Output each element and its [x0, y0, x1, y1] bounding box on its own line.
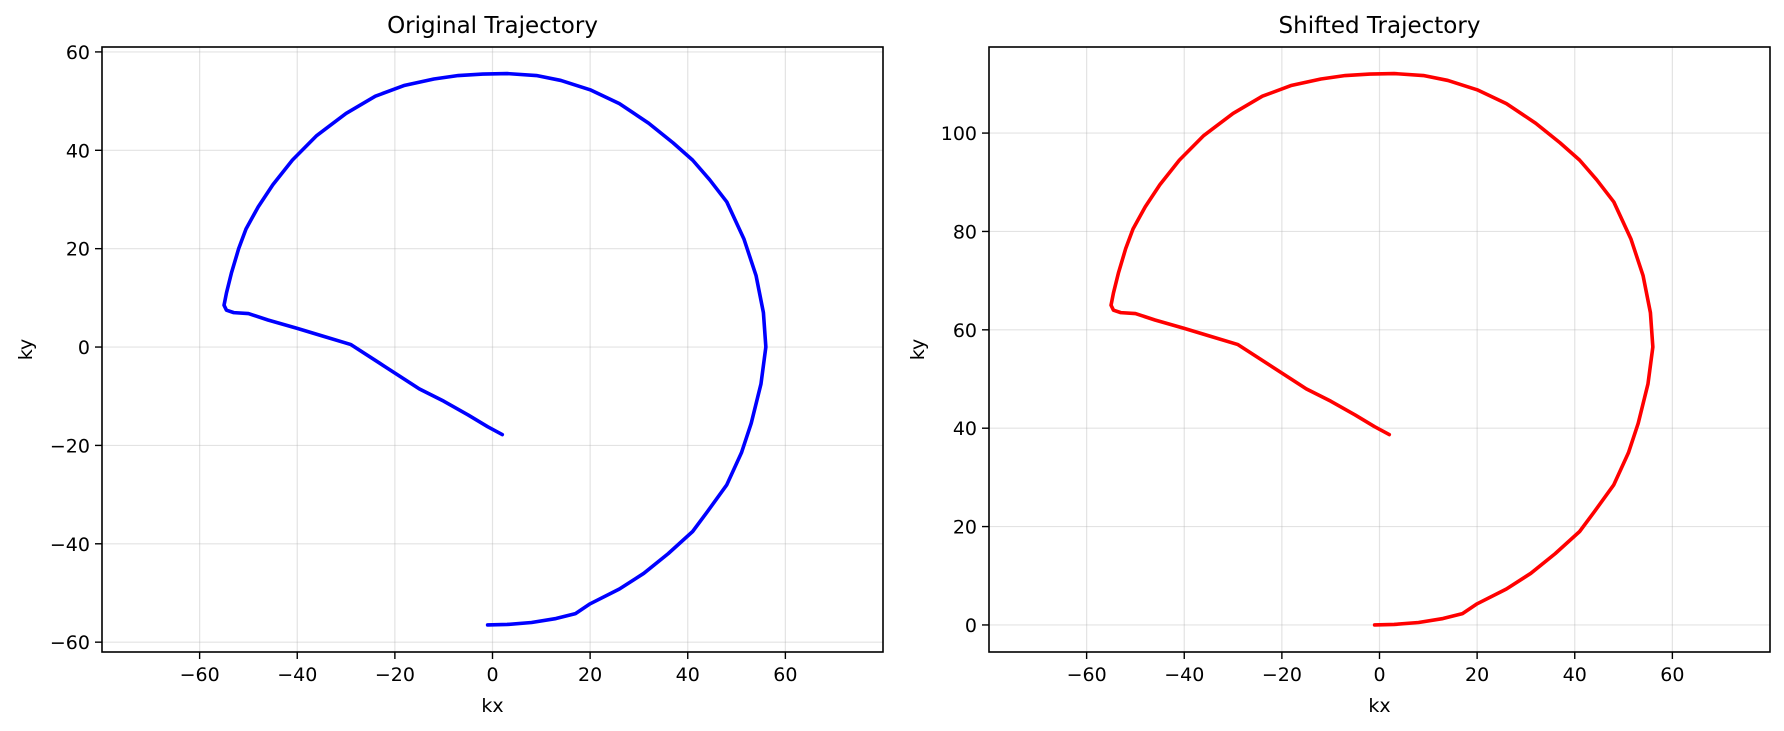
shifted-y-tick-label: 60: [953, 320, 977, 342]
original-x-tick-label: 40: [676, 664, 700, 686]
original-x-tick-label: 60: [773, 664, 797, 686]
original-y-tick-label: 60: [66, 42, 90, 64]
shifted-x-tick-label: 40: [1563, 664, 1587, 686]
original-title: Original Trajectory: [387, 13, 598, 39]
original-y-tick-label: −40: [50, 534, 90, 556]
original-y-tick-label: −60: [50, 632, 90, 654]
shifted-x-tick-label: −20: [1262, 664, 1302, 686]
shifted-x-tick-label: 60: [1660, 664, 1684, 686]
original-x-axis-label: kx: [481, 695, 503, 717]
shifted-x-axis-label: kx: [1368, 695, 1390, 717]
original-x-tick-label: 0: [486, 664, 498, 686]
shifted-x-tick-label: −40: [1164, 664, 1204, 686]
shifted-y-tick-label: 100: [941, 123, 977, 145]
shifted-y-tick-label: 80: [953, 221, 977, 243]
shifted-series: [1109, 71, 1655, 627]
panel-original: −60 −40 −20 0 20 40 60 −60 −40 −20 0 20 40 60 Origina…: [15, 13, 884, 717]
original-grid: [102, 47, 883, 652]
original-series: [222, 71, 768, 627]
shifted-ticks: −60 −40 −20 0 20 40 60 0 20 40 60 80 100: [941, 123, 1685, 686]
original-x-tick-label: −60: [180, 664, 220, 686]
original-ticks: −60 −40 −20 0 20 40 60 −60 −40 −20 0 20 40 60: [50, 42, 798, 686]
shifted-y-tick-label: 40: [953, 418, 977, 440]
original-y-tick-label: 0: [78, 337, 90, 359]
original-y-tick-label: 20: [66, 239, 90, 261]
shifted-x-tick-label: 0: [1373, 664, 1385, 686]
original-y-tick-label: −20: [50, 435, 90, 457]
original-x-tick-label: 20: [578, 664, 602, 686]
original-y-tick-label: 40: [66, 140, 90, 162]
original-y-axis-label: ky: [15, 339, 37, 361]
shifted-y-axis-label: ky: [907, 339, 929, 361]
original-x-tick-label: −20: [375, 664, 415, 686]
shifted-title: Shifted Trajectory: [1279, 13, 1481, 39]
original-trajectory-line: [222, 71, 768, 627]
shifted-trajectory-line: [1109, 71, 1655, 627]
shifted-y-tick-label: 20: [953, 517, 977, 539]
shifted-y-tick-label: 0: [965, 615, 977, 637]
shifted-x-tick-label: −60: [1067, 664, 1107, 686]
shifted-x-tick-label: 20: [1465, 664, 1489, 686]
original-x-tick-label: −40: [277, 664, 317, 686]
panel-shifted: −60 −40 −20 0 20 40 60 0 20 40 60 80 100 Shifted Tra…: [907, 13, 1771, 717]
